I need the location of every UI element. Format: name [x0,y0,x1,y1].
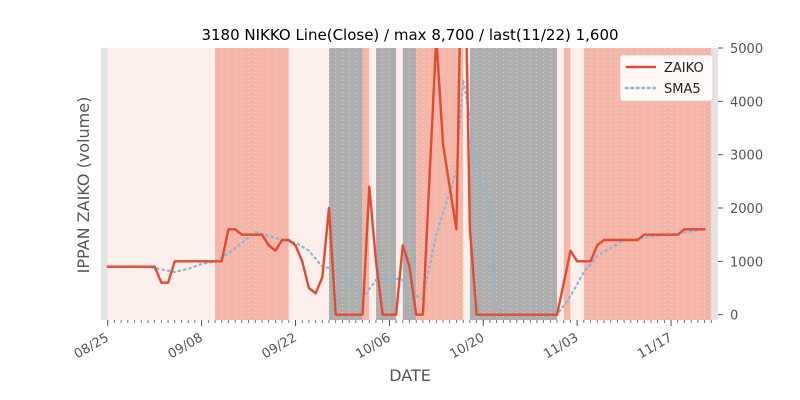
y-tick-label: 4000 [730,95,763,110]
x-tick-label: 08/25 [72,330,112,362]
y-tick-label: 5000 [730,42,763,57]
x-axis-label: DATE [389,366,431,385]
legend: ZAIKO SMA5 [619,54,714,102]
legend-zaiko-label: ZAIKO [664,61,704,76]
x-tick-label: 10/20 [447,330,487,362]
x-tick-label: 11/17 [635,330,675,362]
x-tick-label: 10/06 [353,330,393,362]
x-tick-label: 11/03 [541,330,581,362]
y-tick-label: 3000 [730,149,763,164]
background-band [375,48,397,320]
zaiko-line [106,48,706,316]
background-band [711,48,718,320]
y-axis-label: IPPAN ZAIKO (volume) [74,97,93,274]
background-band [101,48,108,320]
y-tick-label: 0 [730,309,738,324]
zaiko-series [106,48,706,316]
chart-title: 3180 NIKKO Line(Close) / max 8,700 / las… [201,26,618,44]
background-band [215,48,289,320]
x-axis: 08/25 09/08 09/22 10/06 10/20 11/03 11/17 [72,320,712,362]
background-band [329,48,363,320]
y-tick-label: 1000 [730,255,763,270]
y-tick-label: 2000 [730,202,763,217]
x-tick-label: 09/22 [260,330,300,362]
background-band [469,48,558,320]
background-band [563,48,571,320]
legend-sma5-label: SMA5 [664,82,701,97]
background-band [362,48,370,320]
x-tick-label: 09/08 [166,330,206,362]
y-axis: 0 1000 2000 3000 4000 5000 [718,42,763,324]
